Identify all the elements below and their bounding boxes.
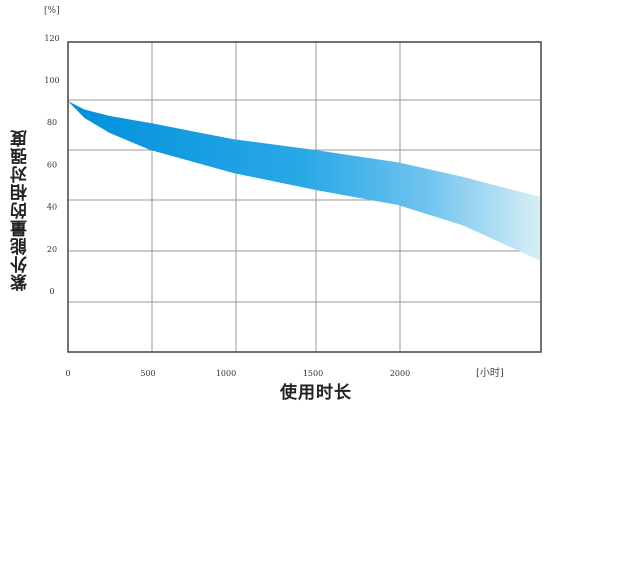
y-tick-label: 20 [47, 245, 57, 254]
y-axis-title: 紫外能量的相对强度 [11, 129, 31, 291]
x-tick-label: 2000 [390, 369, 410, 378]
y-tick-label: 40 [47, 203, 57, 212]
y-tick-label: 60 [47, 160, 57, 169]
y-tick-label: 80 [47, 118, 57, 127]
x-tick-label: 500 [140, 369, 155, 378]
x-axis-title: 使用时长 [280, 383, 352, 403]
y-tick-label: 120 [44, 34, 59, 43]
x-tick-label: 1000 [216, 369, 236, 378]
y-tick-label: 100 [44, 76, 59, 85]
y-tick-label: 0 [49, 287, 54, 296]
plot-frame [67, 41, 542, 353]
x-unit-label: [小时] [476, 368, 504, 379]
x-tick-label: 0 [65, 369, 70, 378]
y-unit-label: [%] [44, 6, 60, 16]
lifetime-band [68, 101, 541, 262]
x-tick-label: 1500 [303, 369, 323, 378]
